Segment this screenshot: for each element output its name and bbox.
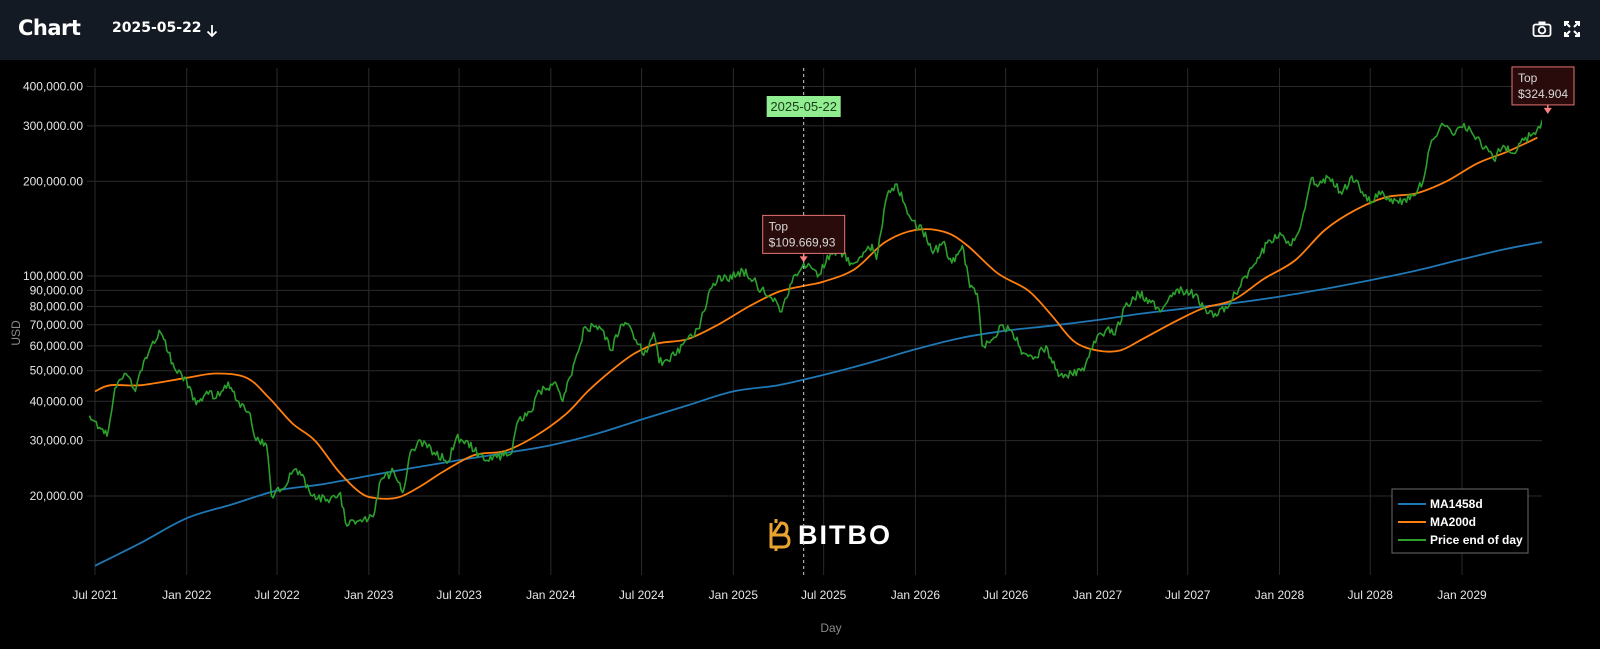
- y-tick-label: 60,000.00: [30, 339, 84, 353]
- series-layer: [88, 115, 1552, 567]
- watermark-text: BITBO: [798, 520, 892, 550]
- watermark: BITBO: [769, 519, 892, 551]
- y-tick-label: 70,000.00: [30, 318, 84, 332]
- y-tick-label: 300,000.00: [23, 119, 83, 133]
- x-axis-title: Day: [820, 621, 841, 635]
- x-tick-label: Jan 2028: [1255, 588, 1305, 602]
- x-tick-label: Jan 2027: [1073, 588, 1123, 602]
- x-tick-label: Jan 2025: [709, 588, 759, 602]
- top-annotation-box: [1511, 66, 1575, 106]
- y-tick-label: 90,000.00: [30, 283, 84, 297]
- fullscreen-icon[interactable]: [1564, 21, 1580, 37]
- y-tick-label: 80,000.00: [30, 300, 84, 314]
- legend[interactable]: MA1458d MA200d Price end of day: [1391, 488, 1529, 554]
- top-annotation-arrowhead: [799, 256, 808, 263]
- axis-layer: 20,000.00 30,000.00 40,000.00 50,000.00 60,0…: [9, 80, 1487, 635]
- x-tick-label: Jan 2024: [526, 588, 576, 602]
- x-tick-label: Jan 2022: [162, 588, 212, 602]
- y-tick-label: 40,000.00: [30, 394, 84, 408]
- x-tick-label: Jan 2029: [1437, 588, 1487, 602]
- x-tick-label: Jul 2023: [436, 588, 482, 602]
- legend-label[interactable]: MA1458d: [1430, 497, 1483, 511]
- top-annotation-value: $324.904: [1518, 87, 1568, 101]
- x-tick-label: Jul 2027: [1165, 588, 1211, 602]
- chart-area[interactable]: BITBO 20,000.00 30,000.00 40,000.00 50,000.…: [0, 60, 1600, 649]
- x-tick-label: Jul 2026: [983, 588, 1029, 602]
- grid-layer: [87, 68, 1542, 575]
- bitbo-logo-icon: [769, 519, 791, 551]
- date-selector[interactable]: 2025-05-22: [112, 20, 202, 36]
- series-line-ma1458d[interactable]: [94, 240, 1552, 567]
- top-annotation-value: $109.669,93: [769, 235, 836, 249]
- top-annotation-title: Top: [769, 219, 789, 233]
- date-badge-label: 2025-05-22: [770, 99, 837, 114]
- series-line-price-end-of-day[interactable]: [88, 115, 1548, 527]
- y-axis-title: USD: [9, 320, 23, 346]
- y-tick-label: 20,000.00: [30, 489, 84, 503]
- y-tick-label: 200,000.00: [23, 174, 83, 188]
- top-annotation: Top $324.904: [1511, 66, 1575, 114]
- top-annotation-box: [762, 214, 846, 254]
- x-tick-label: Jul 2028: [1348, 588, 1394, 602]
- legend-label[interactable]: Price end of day: [1430, 533, 1523, 547]
- top-annotation-arrowhead: [1543, 107, 1552, 114]
- app-title: Chart: [18, 16, 81, 40]
- top-annotation: Top $109.669,93: [762, 214, 846, 263]
- legend-label[interactable]: MA200d: [1430, 515, 1476, 529]
- x-tick-label: Jul 2021: [72, 588, 118, 602]
- top-toolbar: Chart 2025-05-22: [0, 0, 1600, 60]
- x-tick-label: Jul 2024: [619, 588, 665, 602]
- x-tick-label: Jan 2026: [891, 588, 941, 602]
- x-tick-label: Jul 2022: [254, 588, 300, 602]
- y-tick-label: 100,000.00: [23, 269, 83, 283]
- y-tick-label: 50,000.00: [30, 364, 84, 378]
- x-tick-label: Jul 2025: [801, 588, 847, 602]
- y-tick-label: 30,000.00: [30, 434, 84, 448]
- top-annotation-title: Top: [1518, 71, 1538, 85]
- date-badge-bg: [766, 96, 841, 117]
- y-tick-label: 400,000.00: [23, 80, 83, 94]
- x-tick-label: Jan 2023: [344, 588, 394, 602]
- annotation-layer: 2025-05-22 Top $109.669,93 Top $324.904: [762, 66, 1575, 575]
- camera-icon[interactable]: [1532, 20, 1552, 38]
- arrow-down-icon[interactable]: [205, 23, 219, 39]
- series-line-ma200d[interactable]: [94, 136, 1538, 500]
- date-cursor-badge: 2025-05-22: [766, 96, 841, 117]
